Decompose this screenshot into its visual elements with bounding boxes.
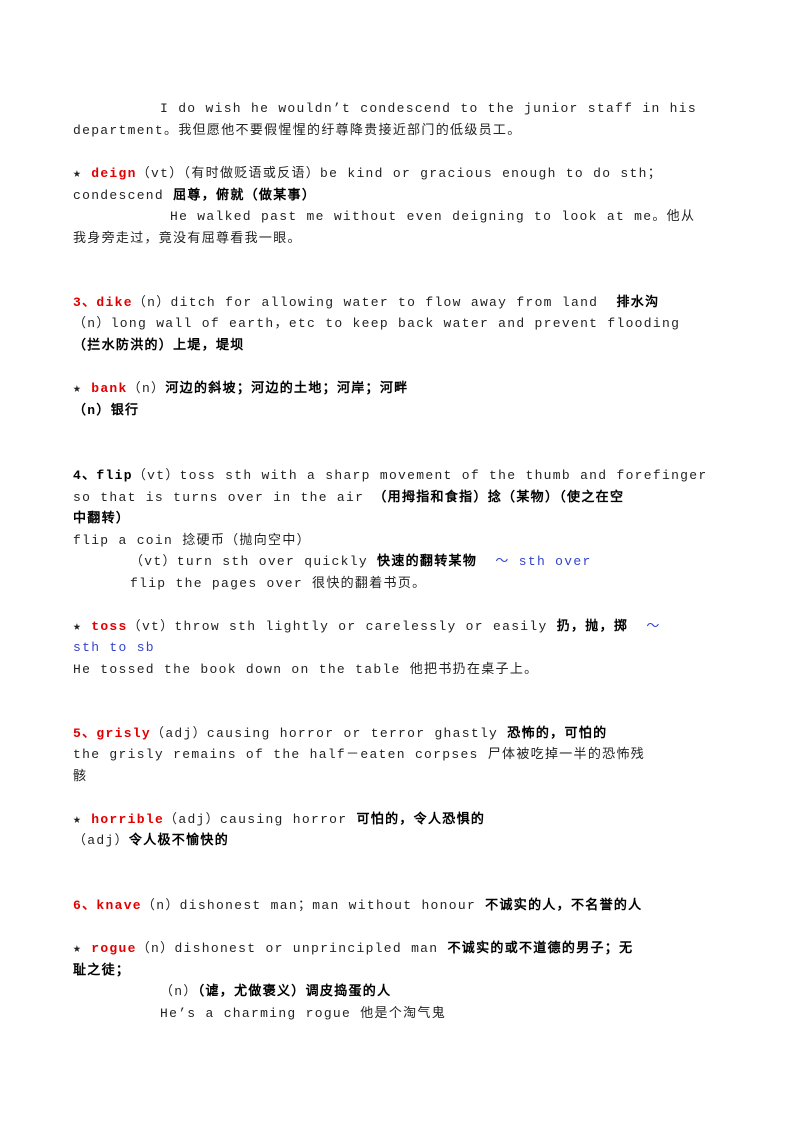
text-run: 骸 bbox=[73, 769, 88, 784]
text-run: ★ bbox=[73, 619, 92, 634]
translation: 4、flip bbox=[73, 468, 133, 483]
translation: 河边的斜坡；河边的土地；河岸；河畔 bbox=[165, 381, 409, 396]
headword: horrible bbox=[91, 812, 165, 827]
text-line: department。我但愿他不要假惺惺的纡尊降贵接近部门的低级员工。 bbox=[73, 122, 522, 140]
text-run: （adj） bbox=[73, 833, 129, 848]
translation: 耻之徒； bbox=[73, 963, 131, 978]
translation: 不诚实的人，不名誉的人 bbox=[485, 898, 643, 913]
headword: toss bbox=[91, 619, 128, 634]
text-run: ★ bbox=[73, 941, 92, 956]
translation: （用拇指和食指）捻（某物）（使之在空 bbox=[373, 490, 625, 505]
text-line: He tossed the book down on the table 他把书… bbox=[73, 661, 538, 679]
text-run: （vt）toss sth with a sharp movement of th… bbox=[132, 468, 708, 483]
text-run: ★ bbox=[73, 381, 92, 396]
translation: 排水沟 bbox=[616, 295, 660, 310]
text-line: the grisly remains of the half－eaten cor… bbox=[73, 746, 645, 764]
text-run: He walked past me without even deigning … bbox=[170, 209, 696, 224]
text-run: （n）ditch for allowing water to flow away… bbox=[132, 295, 617, 310]
text-line: flip the pages over 很快的翻着书页。 bbox=[130, 575, 426, 593]
translation: （拦水防洪的）上堤，堤坝 bbox=[73, 338, 245, 353]
text-run: （adj）causing horror bbox=[164, 812, 357, 827]
headword: 3、dike bbox=[73, 295, 133, 310]
text-line: ★ toss（vt）throw sth lightly or carelessl… bbox=[73, 618, 661, 636]
text-run: He’s a charming rogue 他是个淘气鬼 bbox=[160, 1006, 447, 1021]
text-line: He walked past me without even deigning … bbox=[170, 208, 695, 226]
headword: 5、grisly bbox=[73, 726, 152, 741]
text-line: 我身旁走过，竟没有屈尊看我一眼。 bbox=[73, 230, 302, 248]
text-line: （n）long wall of earth，etc to keep back w… bbox=[73, 315, 680, 333]
text-run: 我身旁走过，竟没有屈尊看我一眼。 bbox=[73, 231, 302, 246]
text-line: （vt）turn sth over quickly 快速的翻转某物 ～ sth … bbox=[130, 553, 592, 571]
text-line: （adj）令人极不愉快的 bbox=[73, 832, 229, 850]
translation: 不诚实的或不道德的男子；无 bbox=[447, 941, 634, 956]
text-run: （n）dishonest or unprincipled man bbox=[136, 941, 448, 956]
text-line: 5、grisly（adj）causing horror or terror gh… bbox=[73, 725, 607, 743]
text-line: ★ horrible（adj）causing horror 可怕的，令人恐惧的 bbox=[73, 811, 485, 829]
translation: 扔，抛，掷 bbox=[556, 619, 629, 634]
text-line: ★ bank（n）河边的斜坡；河边的土地；河岸；河畔 bbox=[73, 380, 408, 398]
text-run: condescend bbox=[73, 188, 174, 203]
usage-pattern: ～ sth over bbox=[477, 554, 592, 569]
text-run: （vt）turn sth over quickly bbox=[130, 554, 378, 569]
translation: （谑，尤做褒义）调皮捣蛋的人 bbox=[197, 984, 392, 999]
text-run: He tossed the book down on the table 他把书… bbox=[73, 662, 539, 677]
text-run: flip the pages over 很快的翻着书页。 bbox=[130, 576, 427, 591]
text-run: （vt）throw sth lightly or carelessly or e… bbox=[127, 619, 557, 634]
translation: 可怕的，令人恐惧的 bbox=[356, 812, 486, 827]
headword: deign bbox=[91, 166, 137, 181]
text-run: （vt）（有时做贬语或反语）be kind or gracious enough… bbox=[136, 166, 662, 181]
headword: 6、knave bbox=[73, 898, 142, 913]
text-line: （n）（谑，尤做褒义）调皮捣蛋的人 bbox=[160, 983, 391, 1001]
text-line: 骸 bbox=[73, 768, 87, 786]
text-line: sth to sb bbox=[73, 639, 155, 657]
text-line: condescend 屈尊，俯就（做某事） bbox=[73, 187, 316, 205]
text-line: flip a coin 捻硬币（抛向空中） bbox=[73, 532, 311, 550]
text-line: ★ deign（vt）（有时做贬语或反语）be kind or gracious… bbox=[73, 165, 662, 183]
text-line: so that is turns over in the air （用拇指和食指… bbox=[73, 489, 624, 507]
translation: 恐怖的，可怕的 bbox=[507, 726, 608, 741]
text-line: 中翻转） bbox=[73, 510, 130, 528]
text-run: ★ bbox=[73, 166, 92, 181]
text-line: 6、knave（n）dishonest man；man without hono… bbox=[73, 897, 642, 915]
text-line: 耻之徒； bbox=[73, 962, 130, 980]
text-run: the grisly remains of the half－eaten cor… bbox=[73, 747, 646, 762]
text-run: （adj）causing horror or terror ghastly bbox=[151, 726, 508, 741]
text-run: （n）long wall of earth，etc to keep back w… bbox=[73, 316, 681, 331]
text-run: department。我但愿他不要假惺惺的纡尊降贵接近部门的低级员工。 bbox=[73, 123, 522, 138]
text-run: so that is turns over in the air bbox=[73, 490, 374, 505]
translation: 屈尊，俯就（做某事） bbox=[173, 188, 317, 203]
text-line: He’s a charming rogue 他是个淘气鬼 bbox=[160, 1005, 446, 1023]
translation: 快速的翻转某物 bbox=[377, 554, 478, 569]
text-line: ★ rogue（n）dishonest or unprincipled man … bbox=[73, 940, 633, 958]
text-run: ★ bbox=[73, 812, 92, 827]
headword: bank bbox=[91, 381, 128, 396]
text-run: （n）dishonest man；man without honour bbox=[141, 898, 486, 913]
text-run: I do wish he wouldn’t condescend to the … bbox=[160, 101, 697, 116]
text-run: flip a coin 捻硬币（抛向空中） bbox=[73, 533, 311, 548]
text-line: （拦水防洪的）上堤，堤坝 bbox=[73, 337, 245, 355]
text-run: （n） bbox=[127, 381, 166, 396]
text-line: 4、flip（vt）toss sth with a sharp movement… bbox=[73, 467, 708, 485]
text-line: I do wish he wouldn’t condescend to the … bbox=[160, 100, 697, 118]
translation: 令人极不愉快的 bbox=[128, 833, 230, 848]
translation: （n）银行 bbox=[73, 403, 140, 418]
translation: 中翻转） bbox=[73, 511, 131, 526]
text-run: （n） bbox=[160, 984, 198, 999]
headword: rogue bbox=[91, 941, 137, 956]
usage-pattern: sth to sb bbox=[73, 640, 155, 655]
text-line: 3、dike（n）ditch for allowing water to flo… bbox=[73, 294, 659, 312]
text-line: （n）银行 bbox=[73, 402, 139, 420]
usage-pattern: ～ bbox=[628, 619, 661, 634]
